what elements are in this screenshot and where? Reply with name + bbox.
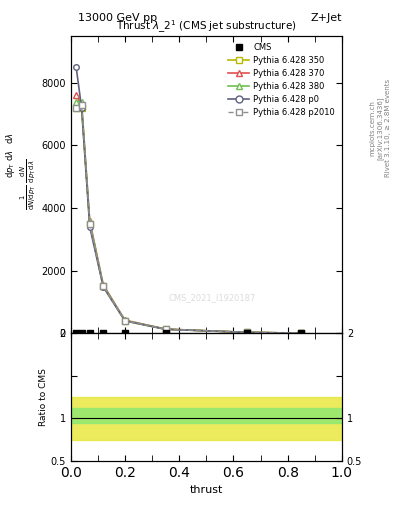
Text: CMS_2021_I1920187: CMS_2021_I1920187 [168, 293, 255, 302]
Pythia 6.428 p2010 [101, 283, 106, 289]
Text: 13000 GeV pp: 13000 GeV pp [78, 13, 158, 23]
Pythia 6.428 370 [79, 102, 84, 108]
Pythia 6.428 350 [79, 105, 84, 111]
Line: CMS: CMS [73, 331, 304, 336]
Pythia 6.428 350 [244, 329, 250, 335]
Pythia 6.428 380 [163, 326, 168, 332]
Text: $\mathrm{d}\lambda$: $\mathrm{d}\lambda$ [4, 133, 15, 144]
Pythia 6.428 350 [74, 105, 79, 111]
Text: Rivet 3.1.10, ≥ 2.8M events: Rivet 3.1.10, ≥ 2.8M events [385, 79, 391, 177]
Pythia 6.428 380 [244, 329, 250, 335]
Pythia 6.428 p2010 [87, 221, 92, 227]
Pythia 6.428 p2010 [299, 330, 303, 336]
Pythia 6.428 380 [74, 98, 79, 104]
CMS [299, 330, 303, 336]
Line: Pythia 6.428 p0: Pythia 6.428 p0 [73, 65, 304, 336]
Pythia 6.428 p0 [101, 284, 106, 290]
CMS [244, 330, 250, 336]
Pythia 6.428 p0 [244, 329, 250, 335]
Pythia 6.428 370 [244, 329, 250, 335]
Text: Z+Jet: Z+Jet [310, 13, 342, 23]
Pythia 6.428 p0 [163, 326, 168, 332]
Pythia 6.428 p0 [87, 224, 92, 230]
X-axis label: thrust: thrust [190, 485, 223, 495]
Line: Pythia 6.428 350: Pythia 6.428 350 [73, 105, 304, 336]
CMS [74, 330, 79, 336]
Pythia 6.428 350 [101, 283, 106, 289]
Y-axis label: $\frac{1}{\mathrm{d}N/\mathrm{d}p_\mathrm{T}}\ \frac{\mathrm{d}N}{\mathrm{d}p_\m: $\frac{1}{\mathrm{d}N/\mathrm{d}p_\mathr… [19, 159, 39, 210]
Pythia 6.428 380 [79, 98, 84, 104]
Pythia 6.428 p2010 [74, 105, 79, 111]
CMS [79, 330, 84, 336]
Pythia 6.428 p0 [123, 318, 127, 324]
Pythia 6.428 p0 [79, 105, 84, 111]
Line: Pythia 6.428 p2010: Pythia 6.428 p2010 [73, 102, 304, 336]
Pythia 6.428 370 [87, 218, 92, 224]
Pythia 6.428 380 [101, 283, 106, 289]
Pythia 6.428 380 [87, 219, 92, 225]
CMS [87, 330, 92, 336]
Text: [arXiv:1306.3436]: [arXiv:1306.3436] [376, 96, 383, 160]
Pythia 6.428 350 [163, 326, 168, 332]
Pythia 6.428 p2010 [79, 102, 84, 108]
Line: Pythia 6.428 380: Pythia 6.428 380 [73, 99, 304, 336]
Text: mcplots.cern.ch: mcplots.cern.ch [369, 100, 375, 156]
CMS [163, 330, 168, 336]
Pythia 6.428 370 [163, 326, 168, 332]
Pythia 6.428 370 [101, 282, 106, 288]
Pythia 6.428 350 [123, 318, 127, 324]
Y-axis label: Ratio to CMS: Ratio to CMS [39, 368, 48, 426]
Pythia 6.428 370 [299, 330, 303, 336]
CMS [101, 330, 106, 336]
Pythia 6.428 350 [87, 221, 92, 227]
Pythia 6.428 p0 [299, 330, 303, 336]
Pythia 6.428 p2010 [163, 326, 168, 332]
Pythia 6.428 p2010 [244, 329, 250, 335]
Pythia 6.428 370 [123, 317, 127, 323]
Pythia 6.428 380 [123, 317, 127, 324]
Pythia 6.428 p0 [74, 64, 79, 70]
Line: Pythia 6.428 370: Pythia 6.428 370 [73, 93, 304, 336]
Title: Thrust $\lambda\_2^1$ (CMS jet substructure): Thrust $\lambda\_2^1$ (CMS jet substruct… [116, 18, 297, 35]
Pythia 6.428 370 [74, 92, 79, 98]
Pythia 6.428 380 [299, 330, 303, 336]
Pythia 6.428 p2010 [123, 318, 127, 324]
Text: $\mathrm{d}p_\mathrm{T}\ \mathrm{d}\lambda$: $\mathrm{d}p_\mathrm{T}\ \mathrm{d}\lamb… [4, 150, 17, 178]
CMS [123, 330, 127, 336]
Pythia 6.428 350 [299, 330, 303, 336]
Legend: CMS, Pythia 6.428 350, Pythia 6.428 370, Pythia 6.428 380, Pythia 6.428 p0, Pyth: CMS, Pythia 6.428 350, Pythia 6.428 370,… [226, 40, 338, 120]
